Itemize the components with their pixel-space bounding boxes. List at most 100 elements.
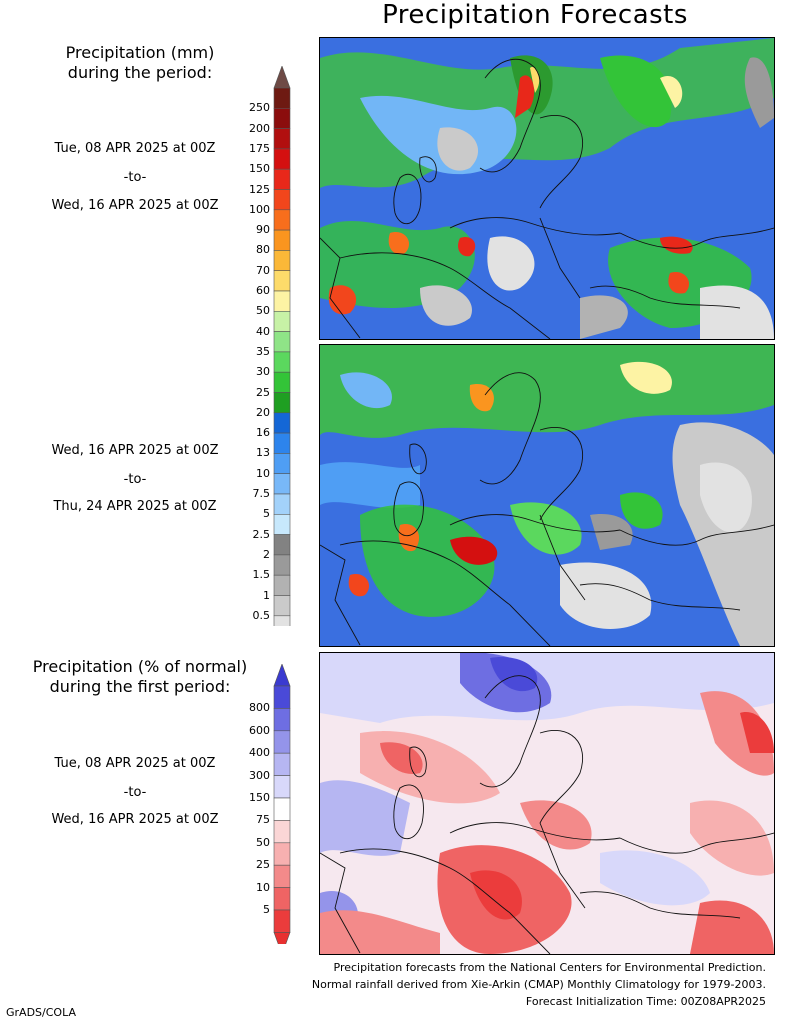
precip-colorbar-swatch xyxy=(273,168,291,190)
precip-legend-heading-line2: during the period: xyxy=(67,63,213,82)
precip-colorbar-swatch xyxy=(273,128,291,150)
normal-colorbar-swatch xyxy=(273,685,291,709)
map1-image xyxy=(320,38,774,339)
normal-colorbar-swatch xyxy=(273,864,291,888)
precip-colorbar-tick-label: 16 xyxy=(256,426,270,440)
precip-colorbar-tick-label: 175 xyxy=(249,141,270,155)
precip-colorbar xyxy=(273,66,291,626)
normal-legend-heading-line1: Precipitation (% of normal) xyxy=(32,657,248,676)
precip-colorbar-swatch xyxy=(273,148,291,170)
precip-colorbar-tick-label: 150 xyxy=(249,162,270,176)
precip-colorbar-swatch xyxy=(273,513,291,535)
normal-colorbar-tick-label: 10 xyxy=(256,880,270,894)
precip-colorbar-tick-label: 25 xyxy=(256,385,270,399)
precip-colorbar-tick-label: 125 xyxy=(249,182,270,196)
normal-colorbar-swatch xyxy=(273,752,291,776)
precip-colorbar-tick-label: 10 xyxy=(256,466,270,480)
forecast-map-period1 xyxy=(319,37,775,340)
normal-colorbar-tick-label: 25 xyxy=(256,858,270,872)
precip-colorbar-swatch xyxy=(273,189,291,211)
precip-colorbar-tick-label: 2 xyxy=(263,547,270,561)
precip-colorbar-tick-label: 50 xyxy=(256,304,270,318)
percent-normal-map xyxy=(319,652,775,955)
precip-colorbar-swatch xyxy=(273,574,291,596)
precip-colorbar-tick-label: 250 xyxy=(249,101,270,115)
normal-colorbar-swatch xyxy=(273,730,291,754)
precip-colorbar-swatch xyxy=(273,87,291,109)
precip-colorbar-swatch xyxy=(273,311,291,332)
precip-colorbar-arrow-top xyxy=(273,66,291,89)
precip-colorbar-tick-label: 0.5 xyxy=(252,608,271,622)
precip-colorbar-swatch xyxy=(273,250,291,271)
normal-colorbar-tick-label: 600 xyxy=(249,723,270,737)
precip-colorbar-swatch xyxy=(273,554,291,576)
map2-image xyxy=(320,345,774,646)
normal-colorbar-swatch xyxy=(273,708,291,732)
normal-colorbar-tick-label: 75 xyxy=(256,813,270,827)
footer-init-time: Forecast Initialization Time: 00Z08APR20… xyxy=(525,995,766,1008)
period1-start: Tue, 08 APR 2025 at 00Z xyxy=(54,141,216,156)
period2-end: Thu, 24 APR 2025 at 00Z xyxy=(53,499,217,514)
precip-colorbar-swatch xyxy=(273,412,291,434)
precip-colorbar-tick-label: 40 xyxy=(256,324,270,338)
period1-separator: -to- xyxy=(123,170,147,185)
precip-colorbar-tick-label: 90 xyxy=(256,223,270,237)
normal-colorbar-tick-label: 300 xyxy=(249,768,270,782)
precip-colorbar-swatch xyxy=(273,534,291,556)
precip-colorbar-swatch xyxy=(273,371,291,393)
map3-image xyxy=(320,653,774,954)
precip-colorbar-tick-label: 5 xyxy=(263,507,270,521)
period3-end: Wed, 16 APR 2025 at 00Z xyxy=(51,812,219,827)
normal-colorbar xyxy=(273,664,291,944)
precip-colorbar-swatch xyxy=(273,432,291,454)
normal-colorbar-swatch xyxy=(273,775,291,799)
precip-colorbar-swatch xyxy=(273,331,291,353)
precip-colorbar-swatch xyxy=(273,209,291,231)
period1-end: Wed, 16 APR 2025 at 00Z xyxy=(51,198,219,213)
precip-colorbar-swatch xyxy=(273,615,291,626)
precip-colorbar-tick-label: 1.5 xyxy=(252,568,271,582)
normal-colorbar-swatch xyxy=(273,842,291,866)
precip-legend-heading: Precipitation (mm) during the period: xyxy=(30,43,250,83)
precip-colorbar-swatch xyxy=(273,595,291,617)
normal-colorbar-tick-label: 800 xyxy=(249,701,270,715)
precip-colorbar-tick-label: 60 xyxy=(256,284,270,297)
precip-colorbar-swatch xyxy=(273,270,291,292)
precip-colorbar-tick-label: 20 xyxy=(256,405,270,419)
normal-colorbar-swatch xyxy=(273,820,291,844)
precip-colorbar-tick-label: 30 xyxy=(256,365,270,379)
normal-colorbar-swatch xyxy=(273,909,291,933)
footer-source-line: Precipitation forecasts from the Nationa… xyxy=(333,961,767,974)
normal-colorbar-tick-label: 150 xyxy=(249,791,270,804)
precip-colorbar-tick-label: 35 xyxy=(256,344,270,358)
normal-colorbar-tick-label: 5 xyxy=(263,903,270,916)
precip-colorbar-swatch xyxy=(273,351,291,373)
precip-colorbar-swatch xyxy=(273,107,291,129)
precip-colorbar-tick-label: 70 xyxy=(256,263,270,277)
normal-legend-heading: Precipitation (% of normal) during the f… xyxy=(10,657,270,697)
normal-colorbar-tick-label: 50 xyxy=(256,835,270,849)
normal-colorbar-tick-label: 400 xyxy=(249,746,270,760)
grads-credit: GrADS/COLA xyxy=(6,1006,76,1019)
precip-colorbar-swatch xyxy=(273,290,291,312)
normal-colorbar-swatch xyxy=(273,887,291,911)
precip-colorbar-swatch xyxy=(273,392,291,414)
normal-colorbar-arrow-bottom xyxy=(273,932,291,944)
period3-separator: -to- xyxy=(123,785,147,800)
period3-start: Tue, 08 APR 2025 at 00Z xyxy=(54,756,216,771)
precip-colorbar-tick-label: 7.5 xyxy=(252,487,271,500)
precip-colorbar-swatch xyxy=(273,453,291,474)
precip-colorbar-tick-label: 80 xyxy=(256,243,270,257)
precip-colorbar-swatch xyxy=(273,493,291,515)
period2-start: Wed, 16 APR 2025 at 00Z xyxy=(51,443,219,458)
normal-colorbar-swatch xyxy=(273,797,291,821)
precip-colorbar-swatch xyxy=(273,473,291,495)
precip-colorbar-swatch xyxy=(273,229,291,251)
forecast-map-period2 xyxy=(319,344,775,647)
precip-legend-heading-line1: Precipitation (mm) xyxy=(65,43,215,62)
precip-colorbar-tick-label: 200 xyxy=(249,121,270,135)
normal-legend-heading-line2: during the first period: xyxy=(49,677,231,696)
precip-colorbar-tick-label: 1 xyxy=(263,588,270,602)
precip-colorbar-tick-label: 2.5 xyxy=(252,527,271,541)
normal-colorbar-arrow-top xyxy=(273,664,291,687)
